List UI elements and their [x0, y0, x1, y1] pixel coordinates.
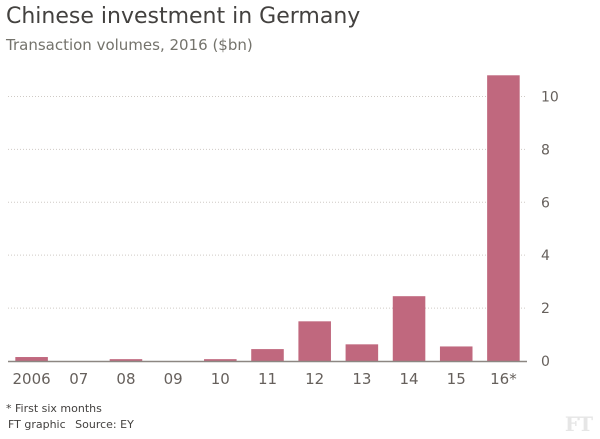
- x-tick-label: 15: [447, 370, 466, 388]
- x-tick-label: 10: [211, 370, 230, 388]
- x-axis-ticks: 2006 07 08 09 10 11 12 13 14 15 16*: [12, 370, 517, 388]
- chart-title: Chinese investment in Germany: [6, 4, 361, 29]
- chart-subtitle: Transaction volumes, 2016 ($bn): [6, 36, 253, 54]
- x-tick-label: 07: [69, 370, 88, 388]
- bars: [15, 75, 520, 362]
- y-tick-label: 8: [541, 142, 550, 158]
- bar: [392, 296, 426, 361]
- bar: [15, 357, 48, 361]
- x-tick-label: 14: [399, 370, 418, 388]
- footnote: * First six months: [6, 402, 102, 415]
- bar: [298, 321, 331, 361]
- x-tick-label: 16*: [490, 370, 517, 388]
- x-tick-label: 13: [352, 370, 371, 388]
- x-tick-label: 12: [305, 370, 324, 388]
- y-tick-label: 2: [541, 301, 550, 317]
- y-tick-label: 10: [541, 89, 559, 105]
- graphic-credit: FT graphic: [8, 418, 66, 431]
- y-axis-ticks: 0 2 4 6 8 10: [541, 89, 559, 370]
- bar: [345, 344, 379, 361]
- bar: [487, 75, 520, 362]
- x-tick-label: 2006: [12, 370, 50, 388]
- y-tick-label: 6: [541, 195, 550, 211]
- x-tick-label: 11: [258, 370, 277, 388]
- bar: [251, 349, 284, 361]
- x-tick-label: 09: [164, 370, 183, 388]
- credits: FT graphic Source: EY: [8, 418, 134, 431]
- bar: [439, 346, 473, 361]
- bar: [204, 359, 237, 361]
- ft-logo: FT: [564, 412, 593, 436]
- y-tick-label: 0: [541, 354, 550, 370]
- bar: [109, 359, 143, 361]
- source-credit: Source: EY: [75, 418, 134, 431]
- grid-lines: [8, 95, 527, 309]
- x-tick-label: 08: [116, 370, 135, 388]
- y-tick-label: 4: [541, 248, 550, 264]
